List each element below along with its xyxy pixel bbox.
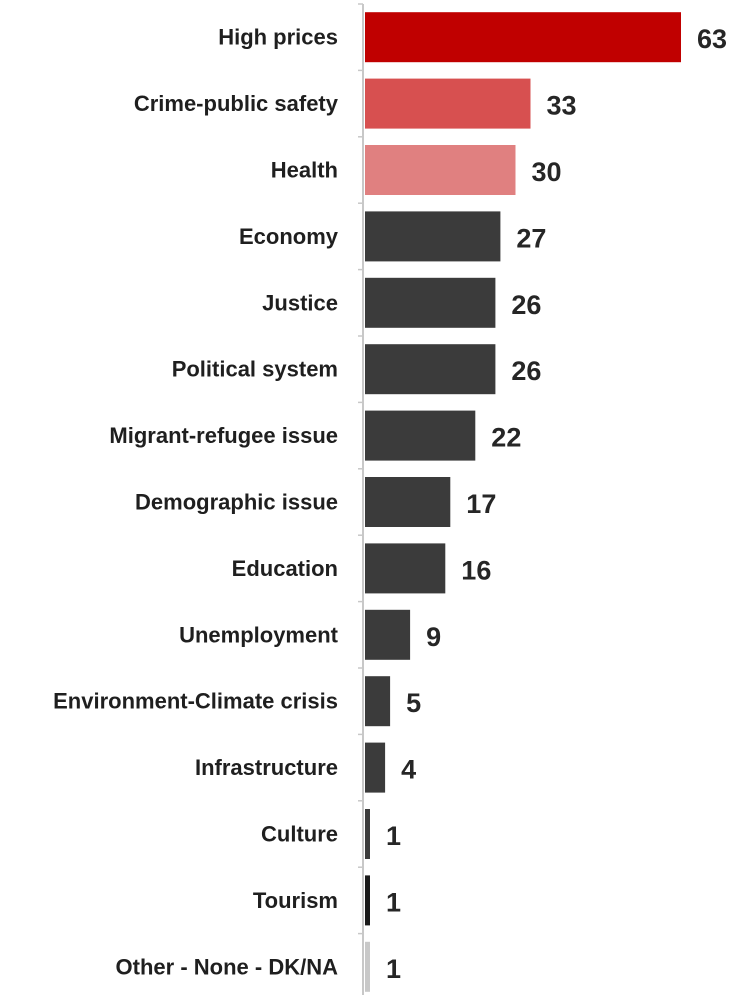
value-label: 27 bbox=[516, 223, 546, 253]
bar bbox=[365, 78, 531, 129]
value-label: 4 bbox=[401, 755, 416, 785]
bar bbox=[365, 543, 446, 594]
category-label: Health bbox=[271, 158, 338, 183]
bar bbox=[365, 609, 411, 660]
value-labels: 63 33 30 27 26 26 22 17 16 9 5 4 1 1 1 bbox=[386, 24, 727, 984]
value-label: 63 bbox=[697, 24, 727, 54]
category-label: Tourism bbox=[253, 888, 338, 913]
value-label: 16 bbox=[461, 555, 491, 585]
bars bbox=[365, 12, 681, 992]
bar bbox=[365, 477, 451, 527]
category-label: Economy bbox=[239, 224, 339, 249]
value-label: 22 bbox=[491, 423, 521, 453]
value-label: 1 bbox=[386, 887, 401, 917]
bar bbox=[365, 277, 496, 328]
bar bbox=[365, 742, 386, 793]
bar bbox=[365, 145, 516, 195]
value-label: 30 bbox=[532, 157, 562, 187]
bar bbox=[365, 676, 391, 727]
bar bbox=[365, 12, 681, 63]
value-label: 1 bbox=[386, 821, 401, 851]
category-label: High prices bbox=[218, 25, 338, 50]
category-label: Justice bbox=[262, 290, 338, 315]
value-label: 17 bbox=[466, 489, 496, 519]
category-label: Unemployment bbox=[179, 622, 339, 647]
value-label: 9 bbox=[426, 622, 441, 652]
category-label: Infrastructure bbox=[195, 755, 338, 780]
category-label: Environment-Climate crisis bbox=[53, 689, 338, 714]
category-label: Crime-public safety bbox=[134, 91, 339, 116]
category-label: Education bbox=[232, 556, 338, 581]
axis-ticks bbox=[358, 3, 363, 935]
bar bbox=[365, 410, 476, 461]
bar bbox=[365, 875, 370, 926]
value-label: 26 bbox=[511, 356, 541, 386]
bar bbox=[365, 211, 501, 262]
value-label: 5 bbox=[406, 688, 421, 718]
bar bbox=[365, 941, 370, 992]
category-label: Migrant-refugee issue bbox=[109, 423, 338, 448]
value-label: 26 bbox=[511, 290, 541, 320]
category-label: Political system bbox=[172, 357, 338, 382]
category-label: Other - None - DK/NA bbox=[116, 954, 339, 979]
value-label: 1 bbox=[386, 954, 401, 984]
value-label: 33 bbox=[547, 91, 577, 121]
category-labels: High prices Crime-public safety Health Econ… bbox=[53, 25, 339, 980]
category-label: Culture bbox=[261, 822, 338, 847]
bar bbox=[365, 344, 496, 395]
bar bbox=[365, 809, 370, 859]
category-label: Demographic issue bbox=[135, 490, 338, 515]
